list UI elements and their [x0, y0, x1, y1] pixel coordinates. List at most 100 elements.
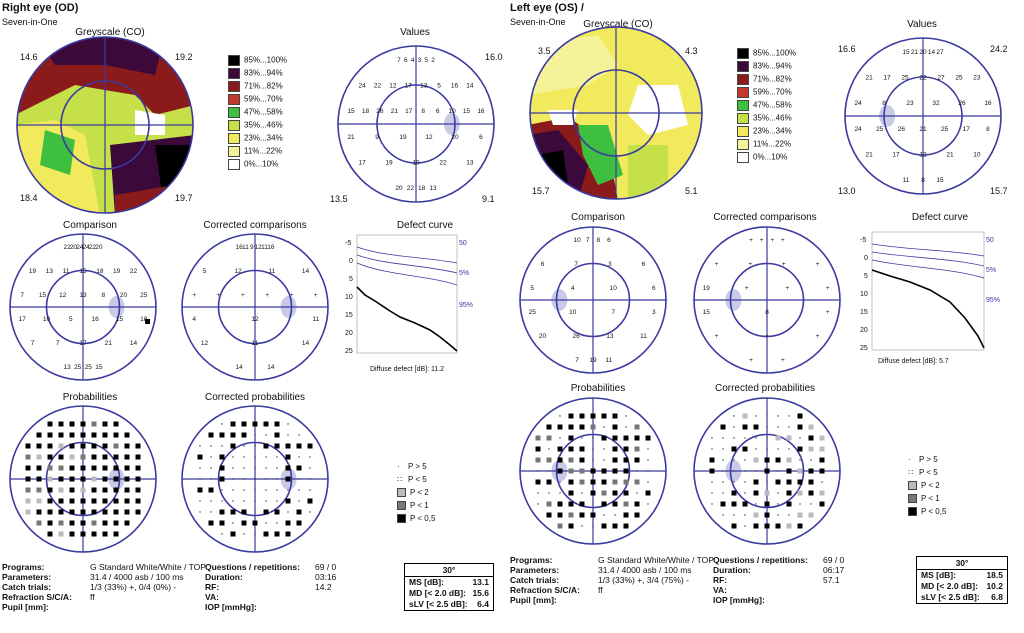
greyscale-legend-item: 0%...10% [228, 159, 278, 170]
field-value: 17 [79, 340, 87, 347]
probability-mark [124, 443, 130, 449]
probability-mark [47, 421, 53, 427]
probability-mark [58, 443, 64, 449]
probability-mark [296, 520, 302, 526]
od-values-corner: 16.0 [485, 52, 503, 62]
probability-dot [777, 514, 779, 516]
field-value: 17 [892, 151, 900, 158]
probability-mark [91, 454, 97, 460]
field-value: 14 [302, 268, 310, 275]
legend-label: P > 5 [919, 455, 938, 464]
probability-mark [47, 432, 53, 438]
probability-mark [579, 413, 585, 419]
probability-mark [285, 476, 291, 482]
field-value: 21 [919, 126, 927, 133]
od-title: Right eye (OD) [2, 2, 79, 14]
probability-mark [285, 498, 291, 504]
legend-swatch [228, 146, 240, 157]
od-dc-right-label: 50 [459, 240, 467, 247]
probability-dot [298, 434, 300, 436]
greyscale-legend-item: 35%...46% [228, 120, 283, 131]
legend-label: 85%...100% [753, 48, 797, 58]
probability-dot [592, 459, 594, 461]
probability-mark [47, 476, 53, 482]
probability-mark [91, 531, 97, 537]
field-value: 24 [854, 100, 862, 107]
probability-legend-item: P < 0,5 [908, 507, 946, 517]
od-values-title: Values [400, 27, 430, 38]
field-value: 5 [203, 268, 207, 275]
probability-mark [102, 520, 108, 526]
probability-mark [113, 520, 119, 526]
os-values-corner: 13.0 [838, 186, 856, 196]
legend-swatch [228, 159, 240, 170]
field-value: 8 [986, 126, 990, 133]
probability-mark [124, 476, 130, 482]
probability-mark [113, 487, 119, 493]
probability-mark [80, 432, 86, 438]
probability-dot [276, 467, 278, 469]
os-values-corner: 16.6 [838, 44, 856, 54]
probability-dot [799, 437, 801, 439]
od-corrected-probabilities-title: Corrected probabilities [204, 392, 306, 403]
probability-mark [80, 454, 86, 460]
greyscale-legend-item: 0%...10% [737, 152, 787, 163]
field-value: 9 [375, 134, 379, 141]
od-parameters: Programs: G Standard White/White / TOP Pa… [2, 562, 206, 612]
legend-label: 83%...94% [244, 68, 283, 78]
probability-dot [777, 470, 779, 472]
od-values-corner: 9.1 [482, 194, 495, 204]
field-value: + [265, 292, 269, 299]
field-value: + [241, 292, 245, 299]
probability-dot [711, 503, 713, 505]
probability-mark [208, 520, 214, 526]
probability-dot [744, 514, 746, 516]
field-value: 26 [898, 126, 906, 133]
probability-dot [199, 500, 201, 502]
field-value: 5 [424, 57, 428, 64]
probability-legend-item: P < 1 [908, 494, 940, 504]
probability-mark [135, 487, 141, 493]
probability-mark [709, 457, 715, 463]
field-value: 11 [640, 333, 647, 340]
probability-symbol [908, 481, 917, 491]
probability-dot [298, 489, 300, 491]
legend-label: 71%...82% [753, 74, 792, 84]
field-value: 16 [267, 244, 275, 251]
probability-mark [546, 479, 552, 485]
probability-dot [265, 500, 267, 502]
probability-mark [36, 487, 42, 493]
probability-mark [797, 479, 803, 485]
probability-mark [69, 454, 75, 460]
field-value: 26 [376, 108, 384, 115]
os-dc-right-label: 95% [986, 297, 1000, 304]
probability-mark [252, 520, 258, 526]
probability-dot [810, 459, 812, 461]
probability-dot [276, 489, 278, 491]
field-value: 21 [347, 134, 355, 141]
probability-mark [601, 523, 607, 529]
probability-mark [731, 446, 737, 452]
field-value: 32 [932, 100, 940, 107]
legend-label: P < 0,5 [410, 514, 436, 523]
probability-dot [210, 467, 212, 469]
field-value: 8 [421, 108, 425, 115]
probability-mark [91, 520, 97, 526]
os-subtitle: Seven-in-One [510, 17, 566, 27]
probability-dot [744, 492, 746, 494]
probability-dot [722, 448, 724, 450]
probability-legend-item: P < 0,5 [397, 514, 436, 524]
probability-dot [722, 470, 724, 472]
probability-dot [799, 459, 801, 461]
field-value: 16 [984, 100, 992, 107]
os-greyscale-corner: 4.3 [685, 46, 698, 56]
od-corrected-comparisons-title: Corrected comparisons [203, 220, 307, 231]
probability-mark [69, 509, 75, 515]
od-subtitle: Seven-in-One [2, 17, 58, 27]
field-value: + [192, 292, 196, 299]
probability-mark [197, 454, 203, 460]
field-value: 15 [902, 49, 910, 56]
probability-dot [548, 470, 550, 472]
probability-mark [590, 424, 596, 430]
field-value: 7 [397, 57, 401, 64]
